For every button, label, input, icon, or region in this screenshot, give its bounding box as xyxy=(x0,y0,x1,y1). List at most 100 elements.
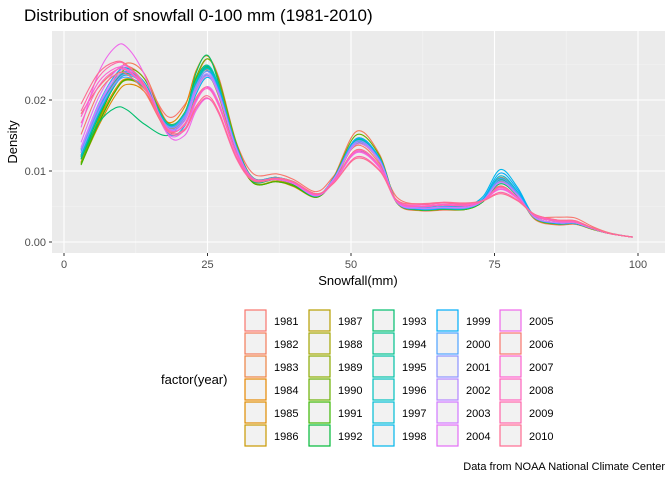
legend-key-2010 xyxy=(499,424,522,447)
legend-item-1994: 1994 xyxy=(372,332,426,355)
x-tick-label: 25 xyxy=(201,259,213,271)
legend-item-1991: 1991 xyxy=(308,401,362,424)
legend-item-2003: 2003 xyxy=(436,401,490,424)
legend-item-2000: 2000 xyxy=(436,332,490,355)
legend-label-1995: 1995 xyxy=(402,362,426,374)
legend-label-1990: 1990 xyxy=(338,385,362,397)
y-tick-label: 0.00 xyxy=(25,237,46,249)
legend-label-2001: 2001 xyxy=(466,362,490,374)
legend-label-2005: 2005 xyxy=(529,316,553,328)
legend-item-1990: 1990 xyxy=(308,378,362,401)
legend-key-1997 xyxy=(372,401,395,424)
legend-label-2002: 2002 xyxy=(466,385,490,397)
legend-item-2008: 2008 xyxy=(499,378,553,401)
legend-key-1998 xyxy=(372,424,395,447)
x-tick-label: 75 xyxy=(488,259,500,271)
x-axis: 0 25 50 75 100 xyxy=(61,253,647,271)
legend-title: factor(year) xyxy=(161,372,227,387)
legend-key-1992 xyxy=(308,424,331,447)
legend-item-2004: 2004 xyxy=(436,424,490,447)
y-axis: 0.00 0.01 0.02 xyxy=(25,95,52,249)
legend-label-1993: 1993 xyxy=(402,316,426,328)
legend-label-1994: 1994 xyxy=(402,339,426,351)
legend-label-2007: 2007 xyxy=(529,362,553,374)
legend-item-2007: 2007 xyxy=(499,355,553,378)
legend-key-1995 xyxy=(372,355,395,378)
legend-label-1987: 1987 xyxy=(338,316,362,328)
x-tick-label: 0 xyxy=(61,259,67,271)
legend-key-1996 xyxy=(372,378,395,401)
legend-label-1999: 1999 xyxy=(466,316,490,328)
legend-key-1994 xyxy=(372,332,395,355)
legend-key-1986 xyxy=(244,424,267,447)
legend-item-1987: 1987 xyxy=(308,309,362,332)
legend-key-2004 xyxy=(436,424,459,447)
legend-label-1991: 1991 xyxy=(338,408,362,420)
minor-gridlines xyxy=(52,31,665,253)
x-tick-label: 100 xyxy=(629,259,647,271)
legend-key-2008 xyxy=(499,378,522,401)
legend-label-1985: 1985 xyxy=(274,408,298,420)
legend-key-2009 xyxy=(499,401,522,424)
x-axis-title: Snowfall(mm) xyxy=(318,273,397,288)
legend-item-1983: 1983 xyxy=(244,355,298,378)
y-tick-label: 0.02 xyxy=(25,95,46,107)
legend-key-2005 xyxy=(499,309,522,332)
legend-key-2003 xyxy=(436,401,459,424)
legend-label-1981: 1981 xyxy=(274,316,298,328)
legend-key-1988 xyxy=(308,332,331,355)
legend-label-2004: 2004 xyxy=(466,431,490,443)
legend-item-1993: 1993 xyxy=(372,309,426,332)
legend: 1981 1982 1983 1984 1985 1986 1987 1988 1989 1990… xyxy=(244,309,553,447)
legend-item-1998: 1998 xyxy=(372,424,426,447)
legend-label-1982: 1982 xyxy=(274,339,298,351)
legend-key-1983 xyxy=(244,355,267,378)
legend-key-1999 xyxy=(436,309,459,332)
legend-item-2001: 2001 xyxy=(436,355,490,378)
legend-key-1984 xyxy=(244,378,267,401)
y-tick-label: 0.01 xyxy=(25,166,46,178)
legend-label-1984: 1984 xyxy=(274,385,298,397)
legend-label-2009: 2009 xyxy=(529,408,553,420)
legend-label-1986: 1986 xyxy=(274,431,298,443)
legend-item-1995: 1995 xyxy=(372,355,426,378)
chart-caption: Data from NOAA National Climate Center xyxy=(463,461,665,473)
legend-item-2002: 2002 xyxy=(436,378,490,401)
legend-item-1982: 1982 xyxy=(244,332,298,355)
legend-item-1988: 1988 xyxy=(308,332,362,355)
legend-key-1982 xyxy=(244,332,267,355)
legend-item-1996: 1996 xyxy=(372,378,426,401)
legend-item-2006: 2006 xyxy=(499,332,553,355)
legend-label-2010: 2010 xyxy=(529,431,553,443)
legend-key-1985 xyxy=(244,401,267,424)
legend-item-1989: 1989 xyxy=(308,355,362,378)
legend-label-1998: 1998 xyxy=(402,431,426,443)
legend-label-1988: 1988 xyxy=(338,339,362,351)
legend-key-2001 xyxy=(436,355,459,378)
legend-item-1992: 1992 xyxy=(308,424,362,447)
legend-item-1997: 1997 xyxy=(372,401,426,424)
legend-key-2000 xyxy=(436,332,459,355)
legend-key-1990 xyxy=(308,378,331,401)
legend-label-1989: 1989 xyxy=(338,362,362,374)
legend-item-1981: 1981 xyxy=(244,309,298,332)
legend-item-1999: 1999 xyxy=(436,309,490,332)
legend-label-1997: 1997 xyxy=(402,408,426,420)
legend-item-1986: 1986 xyxy=(244,424,298,447)
legend-key-1993 xyxy=(372,309,395,332)
legend-label-1983: 1983 xyxy=(274,362,298,374)
density-series xyxy=(80,43,633,238)
legend-key-1981 xyxy=(244,309,267,332)
legend-label-2008: 2008 xyxy=(529,385,553,397)
x-tick-label: 50 xyxy=(345,259,357,271)
legend-key-1991 xyxy=(308,401,331,424)
density-line-2010 xyxy=(80,60,633,238)
legend-item-2009: 2009 xyxy=(499,401,553,424)
legend-key-1987 xyxy=(308,309,331,332)
legend-key-2002 xyxy=(436,378,459,401)
legend-label-2000: 2000 xyxy=(466,339,490,351)
legend-item-1984: 1984 xyxy=(244,378,298,401)
legend-label-2006: 2006 xyxy=(529,339,553,351)
